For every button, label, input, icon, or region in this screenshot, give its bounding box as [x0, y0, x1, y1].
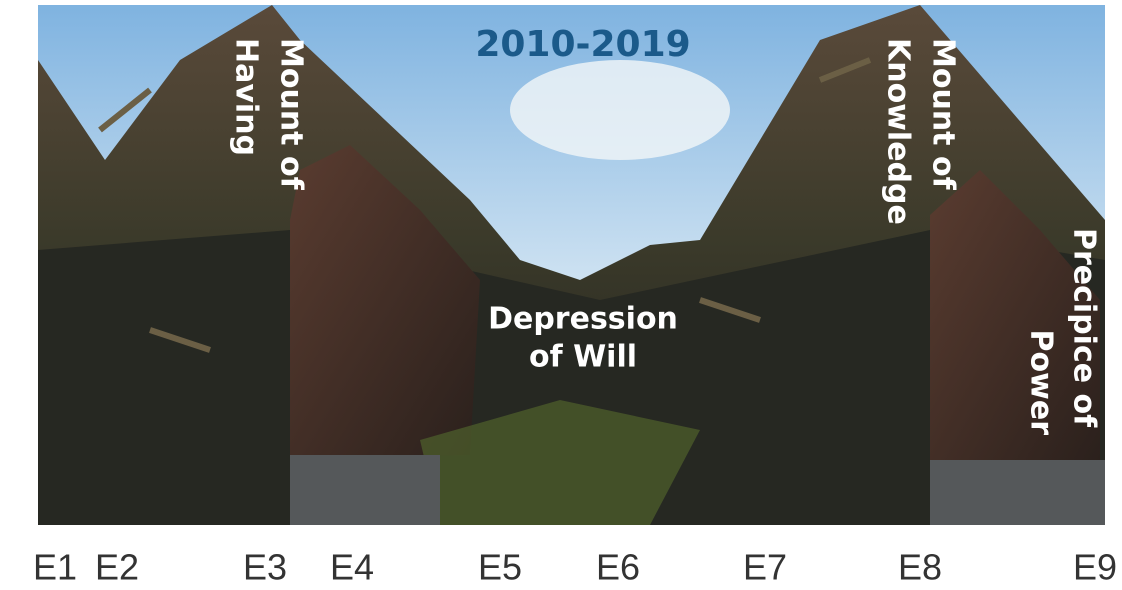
axis-label: E3 — [243, 547, 287, 588]
region-label: Having — [229, 38, 264, 156]
axis-label: E4 — [330, 547, 374, 588]
axis-label: E8 — [898, 547, 942, 588]
axis-label: E1 — [33, 547, 77, 588]
axis-label: E9 — [1073, 547, 1117, 588]
region-label: Depression — [488, 302, 678, 337]
gravel — [930, 460, 1105, 525]
gravel — [290, 455, 440, 525]
axis-label: E2 — [95, 547, 139, 588]
region-label: Mount of — [926, 38, 961, 191]
region-label: Knowledge — [881, 38, 916, 225]
region-label: Power — [1024, 330, 1059, 436]
axis-label: E5 — [478, 547, 522, 588]
region-label: of Will — [529, 340, 637, 375]
title: 2010-2019 — [475, 24, 690, 65]
axis-label: E7 — [743, 547, 787, 588]
axis-labels: E1 E2 E3 E4 E5 E6 E7 E8 E9 — [33, 547, 1117, 588]
region-label: Mount of — [274, 38, 309, 191]
axis-label: E6 — [596, 547, 640, 588]
scene: 2010-2019 Mount of Having Mount of Knowledg… — [0, 0, 1122, 590]
region-label: Precipice of — [1067, 228, 1102, 428]
cloud — [510, 60, 730, 160]
